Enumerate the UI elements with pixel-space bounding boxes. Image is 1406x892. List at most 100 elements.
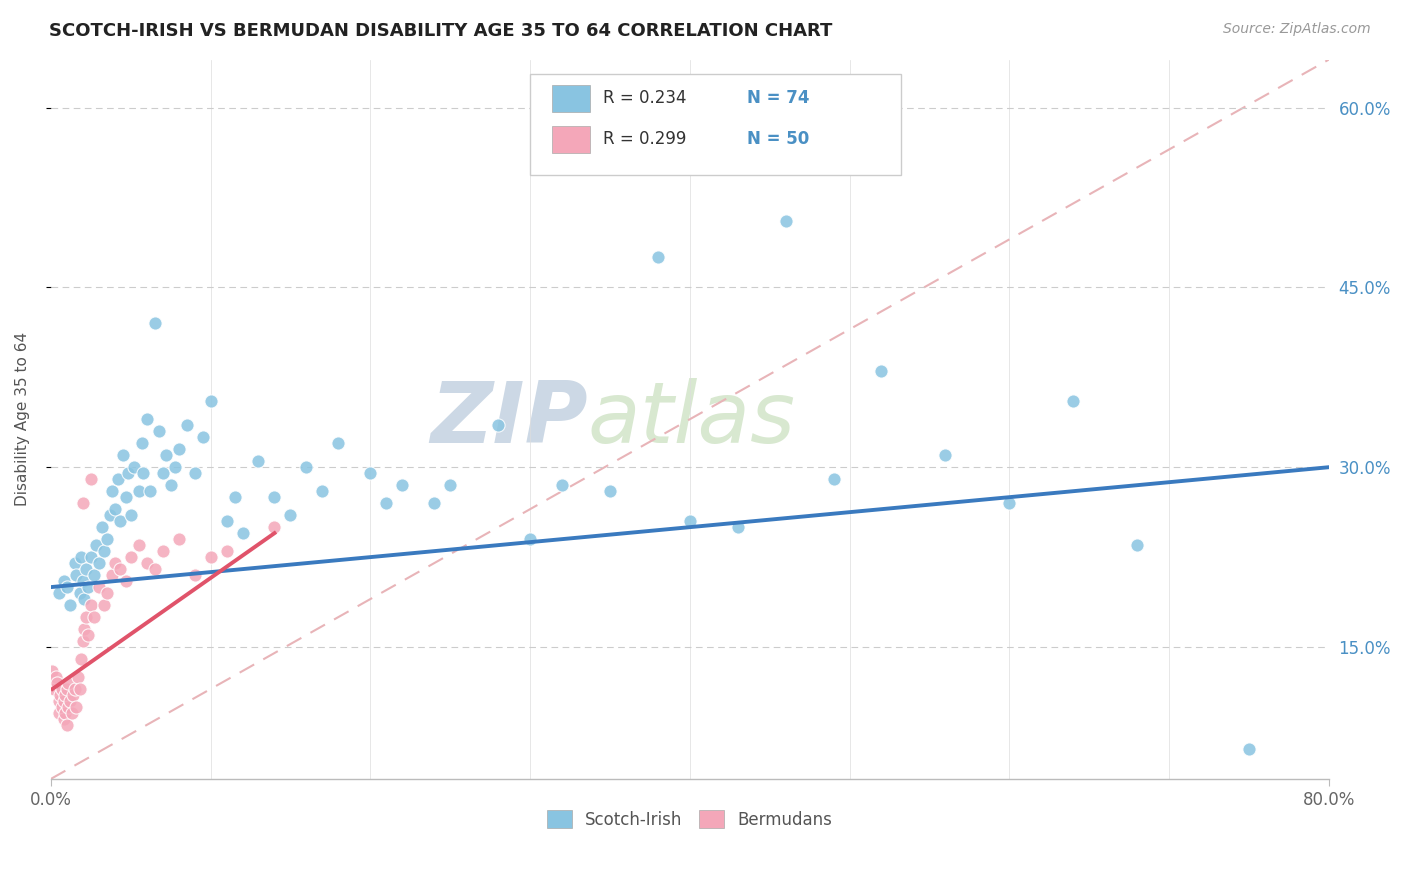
Point <box>72 496 94 510</box>
Point <box>96 532 118 546</box>
Point <box>59 694 82 708</box>
Point <box>45 670 67 684</box>
Point <box>52 712 75 726</box>
Point <box>73 592 96 607</box>
Point <box>152 467 174 481</box>
Point <box>120 508 142 523</box>
Point <box>183 467 205 481</box>
Point <box>84 538 107 552</box>
Point <box>551 478 574 492</box>
Point <box>215 544 238 558</box>
Point <box>200 394 222 409</box>
Point <box>143 562 166 576</box>
Point <box>100 568 122 582</box>
Point <box>132 467 155 481</box>
Point <box>486 418 509 433</box>
Point <box>59 598 82 612</box>
Point <box>231 526 253 541</box>
Point <box>75 562 97 576</box>
Point <box>148 424 170 438</box>
Point <box>131 436 153 450</box>
Y-axis label: Disability Age 35 to 64: Disability Age 35 to 64 <box>15 332 30 507</box>
Point <box>53 706 76 720</box>
Point <box>58 700 80 714</box>
Point <box>72 574 94 588</box>
Point <box>115 574 138 588</box>
Point <box>115 490 138 504</box>
Point <box>93 544 115 558</box>
Point <box>159 478 181 492</box>
Text: N = 50: N = 50 <box>748 129 810 148</box>
Point <box>69 586 91 600</box>
Point <box>128 484 150 499</box>
Point <box>1126 538 1149 552</box>
Text: SCOTCH-IRISH VS BERMUDAN DISABILITY AGE 35 TO 64 CORRELATION CHART: SCOTCH-IRISH VS BERMUDAN DISABILITY AGE … <box>49 22 832 40</box>
Point <box>51 700 73 714</box>
Point <box>139 484 162 499</box>
Text: Source: ZipAtlas.com: Source: ZipAtlas.com <box>1223 22 1371 37</box>
Point <box>295 460 318 475</box>
Point <box>108 562 131 576</box>
Point <box>49 688 72 702</box>
Point <box>328 436 350 450</box>
Point <box>152 544 174 558</box>
Point <box>104 556 127 570</box>
Point <box>83 610 105 624</box>
Text: ZIP: ZIP <box>430 377 588 461</box>
Point <box>80 550 103 565</box>
Point <box>122 460 145 475</box>
Point <box>311 484 333 499</box>
Point <box>87 556 110 570</box>
Point <box>56 580 79 594</box>
Point <box>135 556 157 570</box>
Point <box>391 478 413 492</box>
Point <box>120 550 142 565</box>
Point <box>128 538 150 552</box>
Point <box>1237 742 1260 756</box>
Text: N = 74: N = 74 <box>748 88 810 107</box>
Point <box>60 706 83 720</box>
Point <box>423 496 446 510</box>
Point <box>63 556 86 570</box>
Point <box>53 688 76 702</box>
FancyBboxPatch shape <box>530 74 901 175</box>
Point <box>46 676 69 690</box>
Point <box>200 550 222 565</box>
Point <box>62 688 84 702</box>
Point <box>41 664 63 678</box>
Text: R = 0.234: R = 0.234 <box>603 88 686 107</box>
Point <box>263 520 285 534</box>
Point <box>247 454 270 468</box>
Point <box>63 681 86 696</box>
Point <box>183 568 205 582</box>
Point <box>647 251 669 265</box>
Point <box>135 412 157 426</box>
Text: R = 0.299: R = 0.299 <box>603 129 686 148</box>
Point <box>375 496 398 510</box>
Point <box>91 520 114 534</box>
Point <box>98 508 121 523</box>
Point <box>56 718 79 732</box>
Point <box>56 681 79 696</box>
Point <box>107 472 129 486</box>
Point <box>775 214 797 228</box>
Point <box>83 568 105 582</box>
Point <box>224 490 246 504</box>
Point <box>143 316 166 330</box>
Point <box>65 700 87 714</box>
Point <box>117 467 139 481</box>
Point <box>280 508 302 523</box>
Legend: Scotch-Irish, Bermudans: Scotch-Irish, Bermudans <box>540 804 839 835</box>
Point <box>111 448 134 462</box>
Point <box>75 610 97 624</box>
Point <box>73 622 96 636</box>
Point <box>70 652 93 666</box>
Point <box>72 634 94 648</box>
Point <box>76 628 98 642</box>
Point <box>191 430 214 444</box>
Point <box>58 676 80 690</box>
Point <box>48 706 70 720</box>
Point <box>155 448 177 462</box>
Point <box>76 580 98 594</box>
Bar <box>551 126 591 153</box>
